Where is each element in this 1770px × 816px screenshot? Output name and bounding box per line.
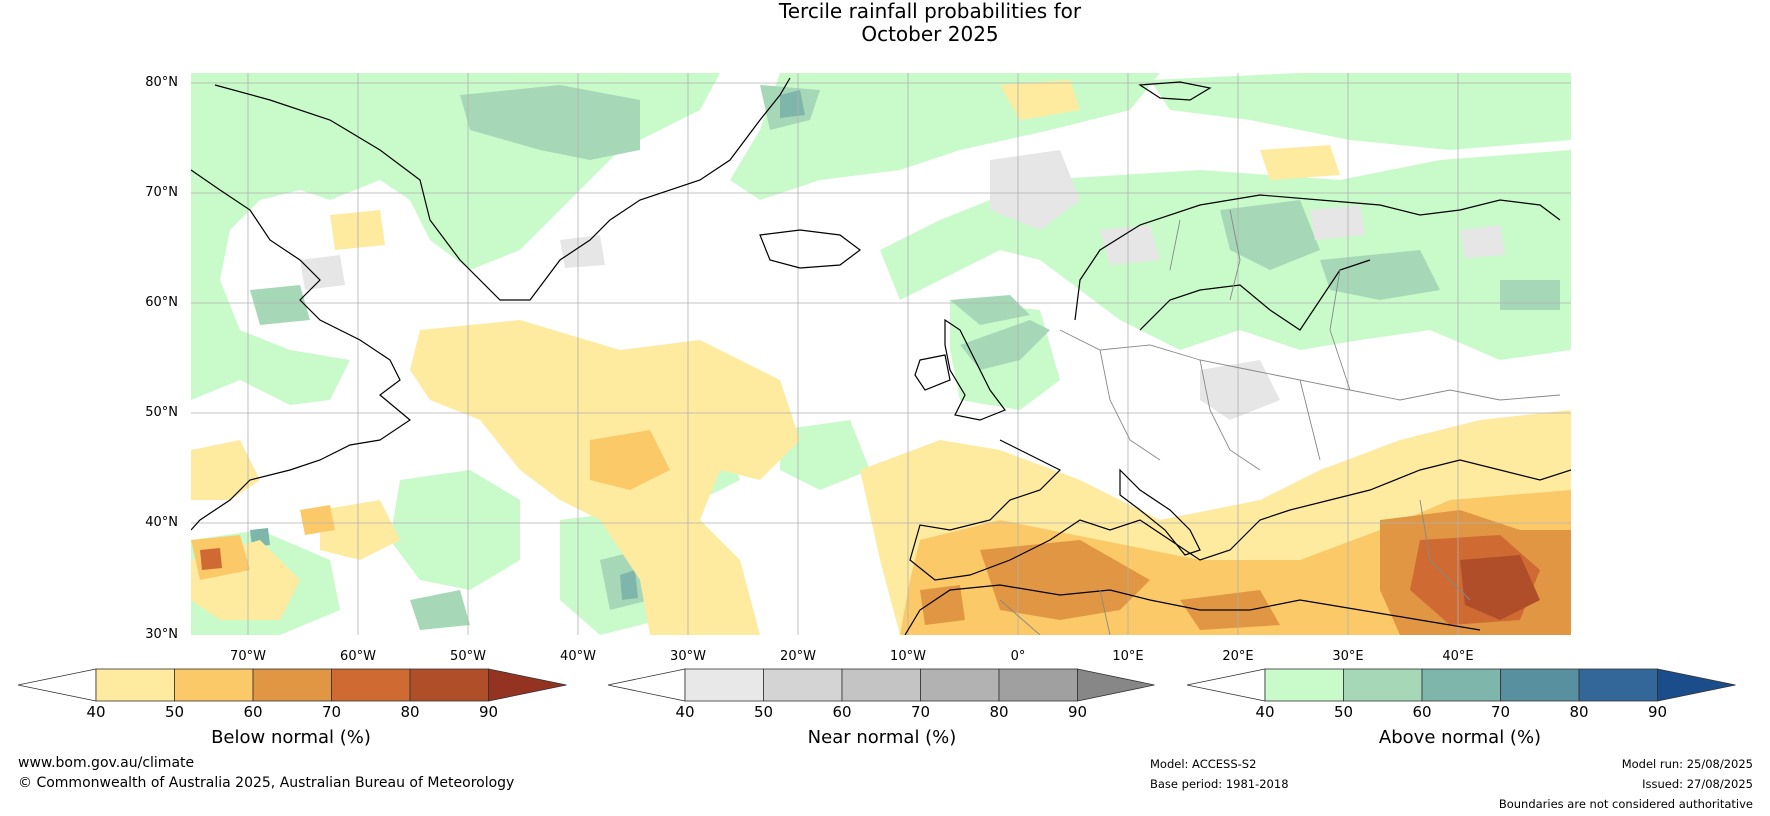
- below-normal-swatch-50: [174, 668, 254, 702]
- svalbard-coast: [1138, 81, 1212, 101]
- below-normal-tick-60: 60: [243, 703, 263, 721]
- graticule: [191, 73, 1571, 635]
- title-line-2: October 2025: [861, 22, 999, 46]
- above-normal-swatch-70: [1500, 668, 1580, 702]
- near-normal-tick-40: 40: [675, 703, 695, 721]
- ireland-coast: [914, 354, 951, 391]
- below-normal-swatch-70: [331, 668, 411, 702]
- britain-coast: [944, 318, 1006, 421]
- above-normal-tick-70: 70: [1490, 703, 1511, 721]
- lon-label-50w: 50°W: [450, 649, 486, 664]
- near-normal-tick-50: 50: [753, 703, 774, 721]
- model-text: Model: ACCESS-S2: [1150, 757, 1257, 771]
- lat-label-60n: 60°N: [145, 295, 178, 310]
- scandinavia-coast: [1074, 194, 1561, 321]
- near-normal-swatch-50: [763, 668, 843, 702]
- above-normal-tick-40: 40: [1255, 703, 1275, 721]
- disclaimer-text: Boundaries are not considered authoritat…: [1498, 797, 1753, 811]
- iceland-coast: [759, 229, 861, 269]
- below-normal-tick-50: 50: [164, 703, 185, 721]
- below-normal-swatch-60: [252, 668, 332, 702]
- near-normal-swatch-high: [1077, 668, 1155, 702]
- lon-label-10e: 10°E: [1112, 649, 1144, 664]
- near-normal-swatch-60: [841, 668, 921, 702]
- lat-label-50n: 50°N: [145, 405, 178, 420]
- map-title: Tercile rainfall probabilities for Octob…: [0, 0, 1770, 46]
- below-normal-label: Below normal (%): [211, 727, 371, 748]
- lon-label-20w: 20°W: [780, 649, 816, 664]
- lon-label-40w: 40°W: [560, 649, 596, 664]
- below-normal-tick-90: 90: [478, 703, 499, 721]
- above-normal-tick-90: 90: [1647, 703, 1668, 721]
- below-normal-swatch-80: [409, 668, 489, 702]
- country-borders: [999, 209, 1561, 635]
- lon-label-30e: 30°E: [1332, 649, 1364, 664]
- near-normal-label: Near normal (%): [807, 727, 957, 748]
- colorbars: [17, 668, 1736, 702]
- lat-label-40n: 40°N: [145, 515, 178, 530]
- issued-text: Issued: 27/08/2025: [1642, 777, 1753, 791]
- lat-label-30n: 30°N: [145, 627, 178, 642]
- lon-label-70w: 70°W: [230, 649, 266, 664]
- near-normal-regions: [300, 150, 1505, 420]
- near-normal-tick-60: 60: [832, 703, 852, 721]
- italy-coast: [1119, 468, 1201, 556]
- near-normal-swatch-80: [998, 668, 1078, 702]
- above-normal-swatch-low: [1186, 668, 1266, 702]
- lon-label-0: 0°: [1010, 649, 1026, 664]
- map-field: [191, 73, 1571, 635]
- lon-label-10w: 10°W: [890, 649, 926, 664]
- below-normal-tick-70: 70: [321, 703, 342, 721]
- above-normal-label: Above normal (%): [1378, 727, 1542, 748]
- greenland-coast: [214, 77, 791, 301]
- below-normal-strongest-regions: [1460, 555, 1540, 620]
- below-normal-swatch-high: [488, 668, 567, 702]
- near-normal-swatch-40: [684, 668, 764, 702]
- above-normal-swatch-50: [1343, 668, 1423, 702]
- below-normal-swatch-low: [17, 668, 97, 702]
- below-normal-swatch-40: [95, 668, 175, 702]
- near-normal-colorbar: [607, 668, 1155, 702]
- canada-coast: [191, 169, 412, 531]
- base-period-text: Base period: 1981-2018: [1150, 777, 1289, 791]
- lon-label-40e: 40°E: [1442, 649, 1474, 664]
- above-normal-swatch-80: [1578, 668, 1658, 702]
- above-normal-tick-80: 80: [1569, 703, 1589, 721]
- above-normal-swatch-high: [1657, 668, 1736, 702]
- below-normal-colorbar: [17, 668, 567, 702]
- near-normal-tick-80: 80: [989, 703, 1009, 721]
- copyright-text: © Commonwealth of Australia 2025, Austra…: [18, 775, 515, 791]
- website-link[interactable]: www.bom.gov.au/climate: [18, 755, 195, 771]
- lon-label-60w: 60°W: [340, 649, 376, 664]
- lon-label-30w: 30°W: [670, 649, 706, 664]
- above-normal-swatch-60: [1421, 668, 1501, 702]
- model-run-text: Model run: 25/08/2025: [1621, 757, 1753, 771]
- near-normal-swatch-70: [920, 668, 1000, 702]
- above-normal-colorbar: [1186, 668, 1736, 702]
- above-normal-tick-60: 60: [1412, 703, 1432, 721]
- above-normal-swatch-40: [1264, 668, 1344, 702]
- lat-label-70n: 70°N: [145, 185, 178, 200]
- near-normal-swatch-low: [607, 668, 686, 702]
- lon-label-20e: 20°E: [1222, 649, 1254, 664]
- near-normal-tick-70: 70: [910, 703, 931, 721]
- title-line-1: Tercile rainfall probabilities for: [778, 0, 1082, 23]
- baltic-coast: [1139, 259, 1371, 331]
- coastlines: [191, 77, 1571, 635]
- near-normal-tick-90: 90: [1067, 703, 1088, 721]
- africa-coast: [904, 584, 1481, 635]
- above-normal-tick-50: 50: [1333, 703, 1354, 721]
- lat-label-80n: 80°N: [145, 75, 178, 90]
- below-normal-tick-80: 80: [400, 703, 420, 721]
- europe-coast: [909, 439, 1571, 581]
- below-normal-tick-40: 40: [86, 703, 106, 721]
